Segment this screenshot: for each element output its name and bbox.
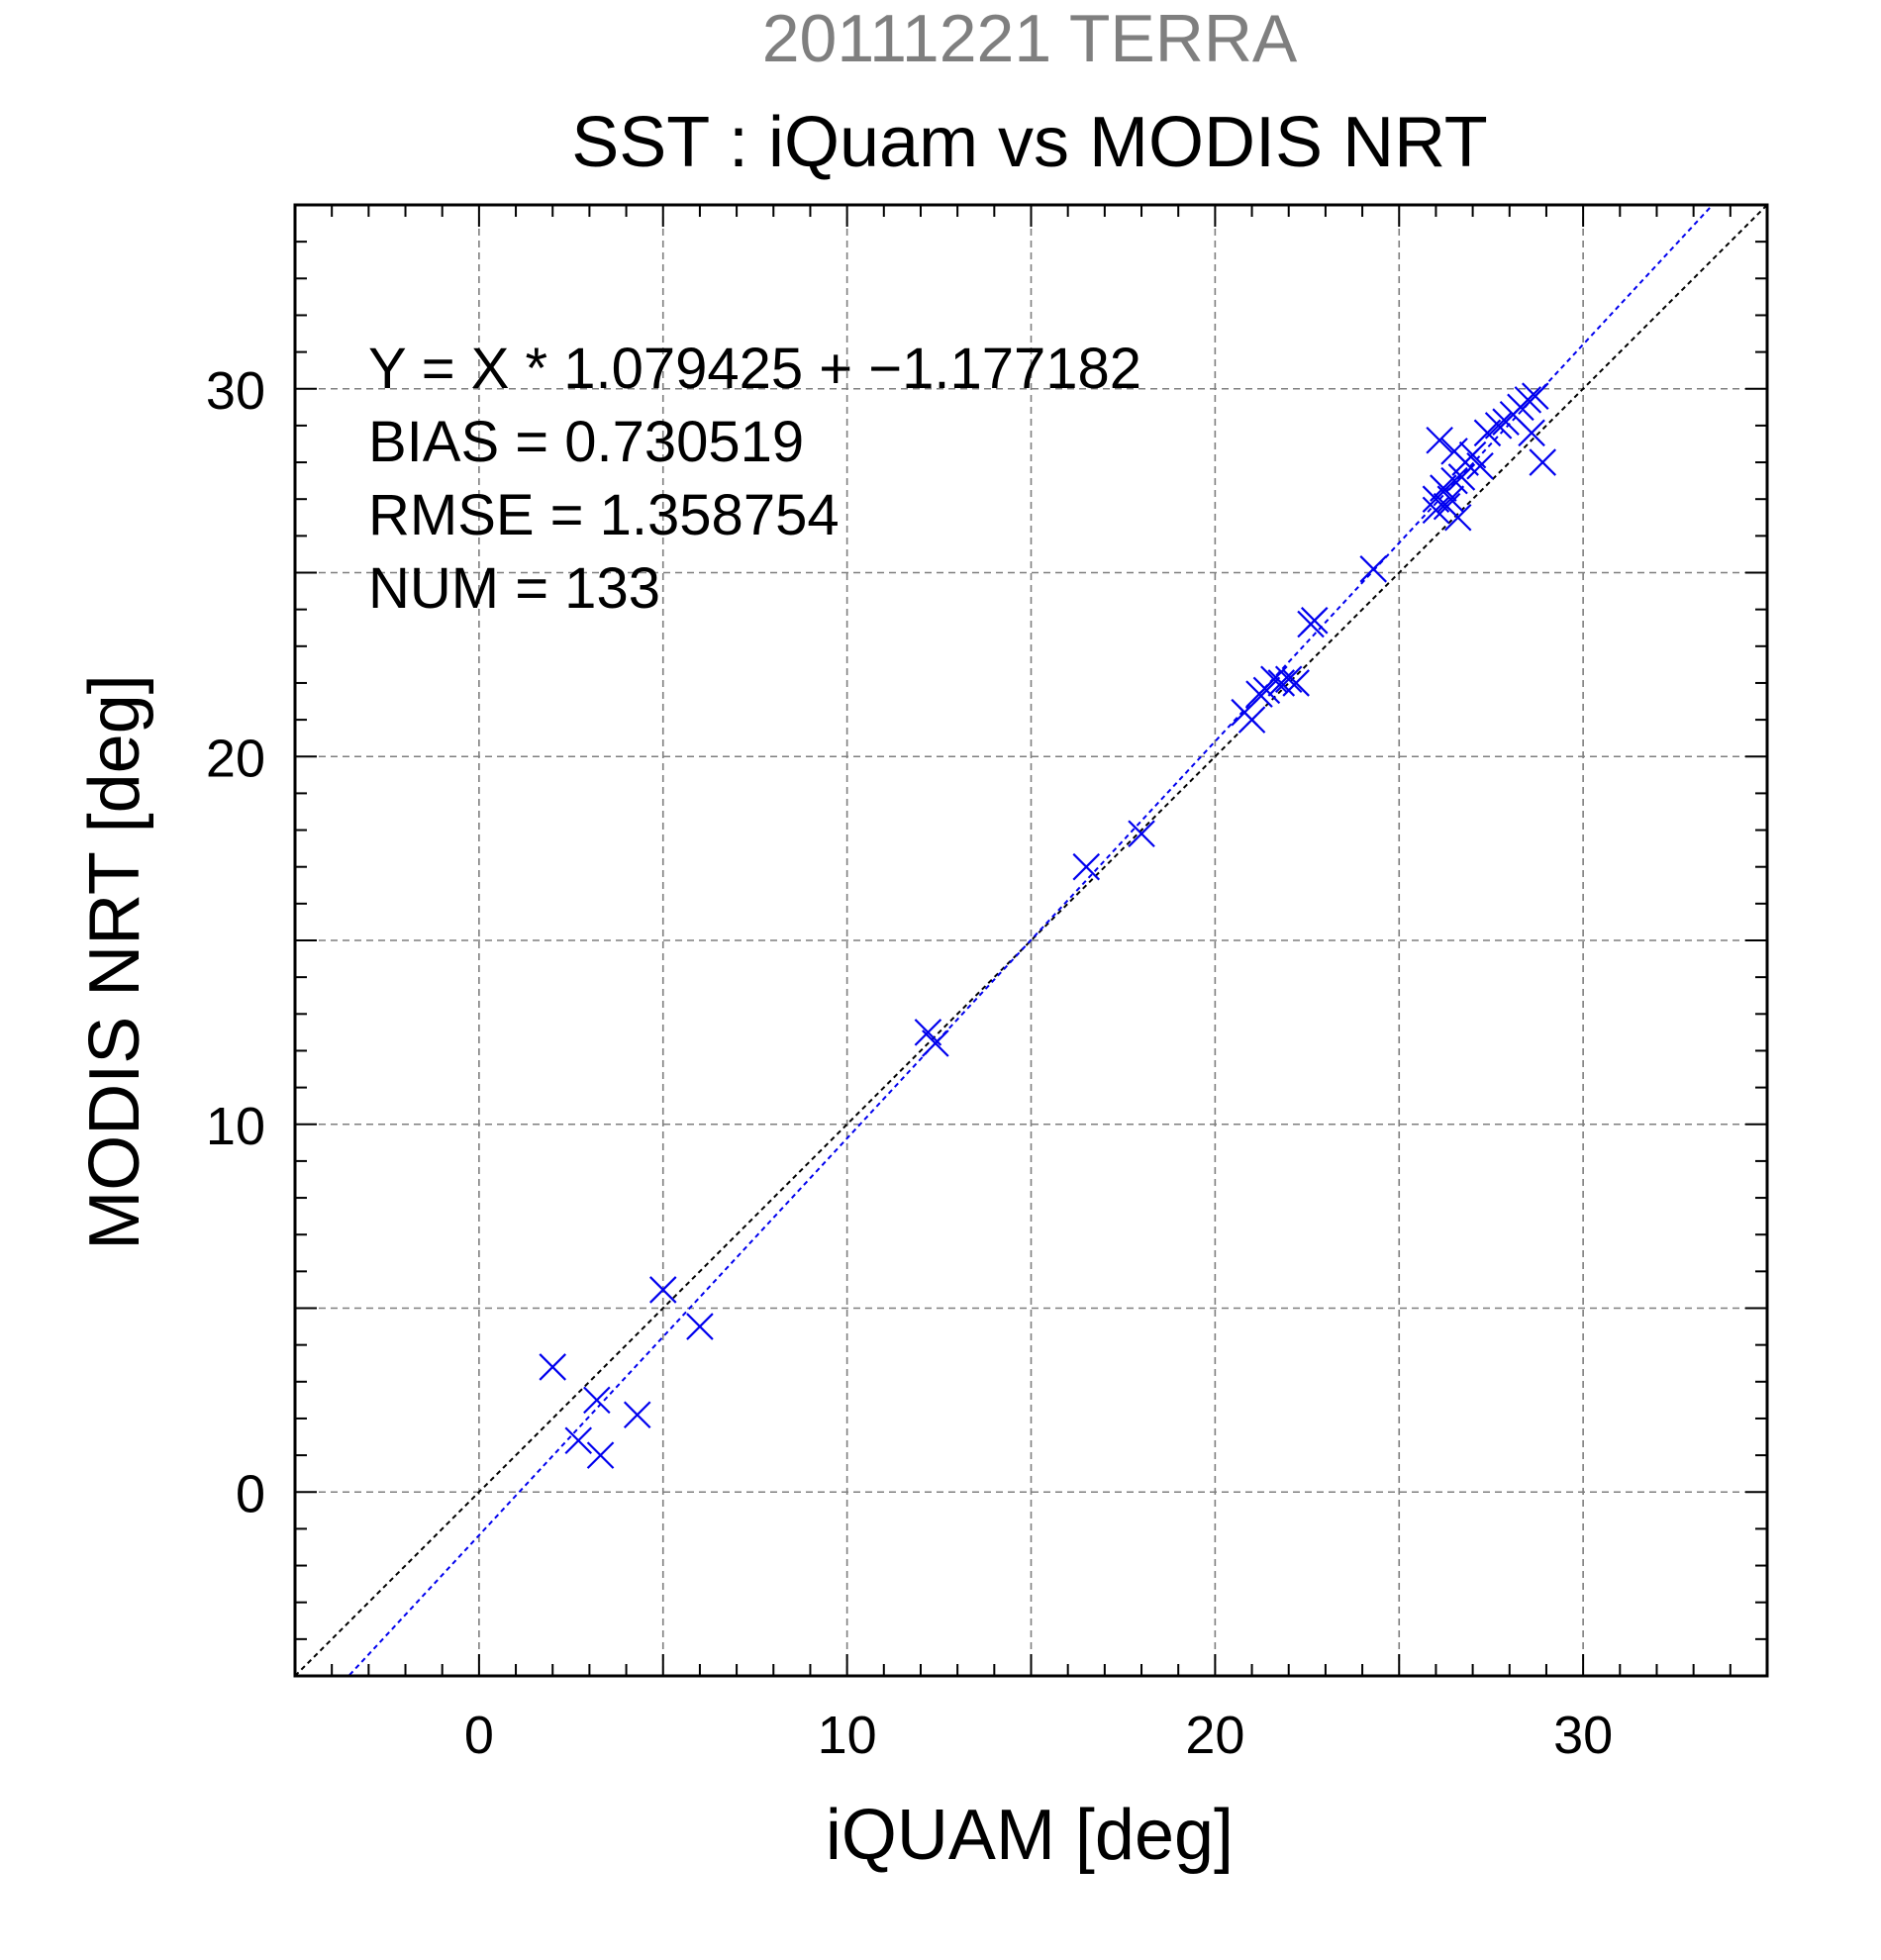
data-point-stroke — [564, 1426, 593, 1455]
data-point-stroke — [1274, 665, 1303, 694]
data-point — [686, 1313, 714, 1340]
data-point-stroke — [1238, 706, 1266, 734]
data-point — [583, 1386, 611, 1415]
data-point-stroke — [583, 1386, 611, 1415]
plot-frame — [293, 203, 1769, 1678]
data-point — [1300, 607, 1329, 635]
data-point — [1260, 665, 1288, 694]
data-point — [623, 1401, 651, 1429]
data-point-stroke — [1260, 665, 1288, 694]
data-point-stroke — [1518, 419, 1545, 447]
data-point — [1274, 665, 1303, 694]
reference-lines — [295, 205, 1767, 1676]
data-point — [1359, 555, 1388, 583]
num-stat: NUM = 133 — [368, 556, 660, 621]
data-point-stroke — [1128, 820, 1155, 848]
x-axis-label: iQUAM [deg] — [826, 1796, 1234, 1875]
grid-lines — [295, 205, 1767, 1676]
data-point — [1238, 706, 1266, 734]
data-point-stroke — [1514, 386, 1542, 414]
data-points — [539, 382, 1557, 1469]
data-point-stroke — [586, 1441, 615, 1469]
data-point — [1072, 852, 1101, 881]
data-point-stroke — [648, 1276, 677, 1304]
data-point-stroke — [1466, 451, 1494, 480]
x-tick-label: 20 — [1185, 1706, 1244, 1765]
data-point — [1518, 419, 1545, 447]
chart-title: SST : iQuam vs MODIS NRT — [571, 103, 1488, 182]
data-point — [1426, 426, 1453, 454]
data-point — [1443, 503, 1472, 532]
bias-stat: BIAS = 0.730519 — [368, 410, 804, 474]
data-point — [586, 1441, 615, 1469]
data-point-stroke — [1443, 503, 1472, 532]
data-point — [1128, 820, 1155, 848]
data-point-stroke — [1072, 852, 1101, 881]
x-tick-label: 10 — [818, 1706, 877, 1765]
data-point-stroke — [539, 1353, 567, 1381]
data-point — [1522, 382, 1549, 410]
data-point-stroke — [1267, 669, 1296, 697]
chart-supertitle: 20111221 TERRA — [762, 1, 1298, 76]
data-point-stroke — [1458, 441, 1487, 469]
data-point-stroke — [914, 1019, 942, 1046]
data-point — [1484, 412, 1513, 440]
y-axis-label: MODIS NRT [deg] — [75, 674, 154, 1250]
data-point — [1436, 485, 1465, 513]
data-point-stroke — [1529, 448, 1557, 476]
data-point-stroke — [1484, 412, 1513, 440]
data-point — [1514, 386, 1542, 414]
data-point-stroke — [623, 1401, 651, 1429]
data-point-stroke — [922, 1029, 949, 1057]
rmse-stat: RMSE = 1.358754 — [368, 483, 840, 547]
data-point — [922, 1029, 949, 1057]
data-point-stroke — [1440, 466, 1468, 495]
data-point-stroke — [1282, 669, 1310, 697]
data-point-stroke — [1359, 555, 1388, 583]
data-point — [564, 1426, 593, 1455]
data-point — [1440, 466, 1468, 495]
data-point-stroke — [686, 1313, 714, 1340]
data-point — [1282, 669, 1310, 697]
data-point-stroke — [1300, 607, 1329, 635]
data-point — [1267, 669, 1296, 697]
y-tick-label: 0 — [236, 1464, 265, 1523]
y-tick-label: 10 — [206, 1097, 265, 1156]
data-point-stroke — [1522, 382, 1549, 410]
regression-line — [346, 205, 1715, 1676]
x-tick-label: 30 — [1553, 1706, 1613, 1765]
data-point-stroke — [1436, 485, 1465, 513]
data-point — [1529, 448, 1557, 476]
data-point — [1422, 496, 1450, 525]
data-point — [648, 1276, 677, 1304]
data-point-stroke — [1422, 496, 1450, 525]
fit-equation: Y = X * 1.079425 + −1.177182 — [368, 337, 1141, 401]
y-tick-label: 20 — [206, 729, 265, 788]
tick-labels: 0 10 20 30 0 10 20 30 — [206, 361, 1613, 1765]
data-point — [539, 1353, 567, 1381]
x-tick-label: 0 — [464, 1706, 494, 1765]
y-tick-label: 30 — [206, 361, 265, 421]
data-point — [1466, 451, 1494, 480]
data-point-stroke — [1426, 426, 1453, 454]
